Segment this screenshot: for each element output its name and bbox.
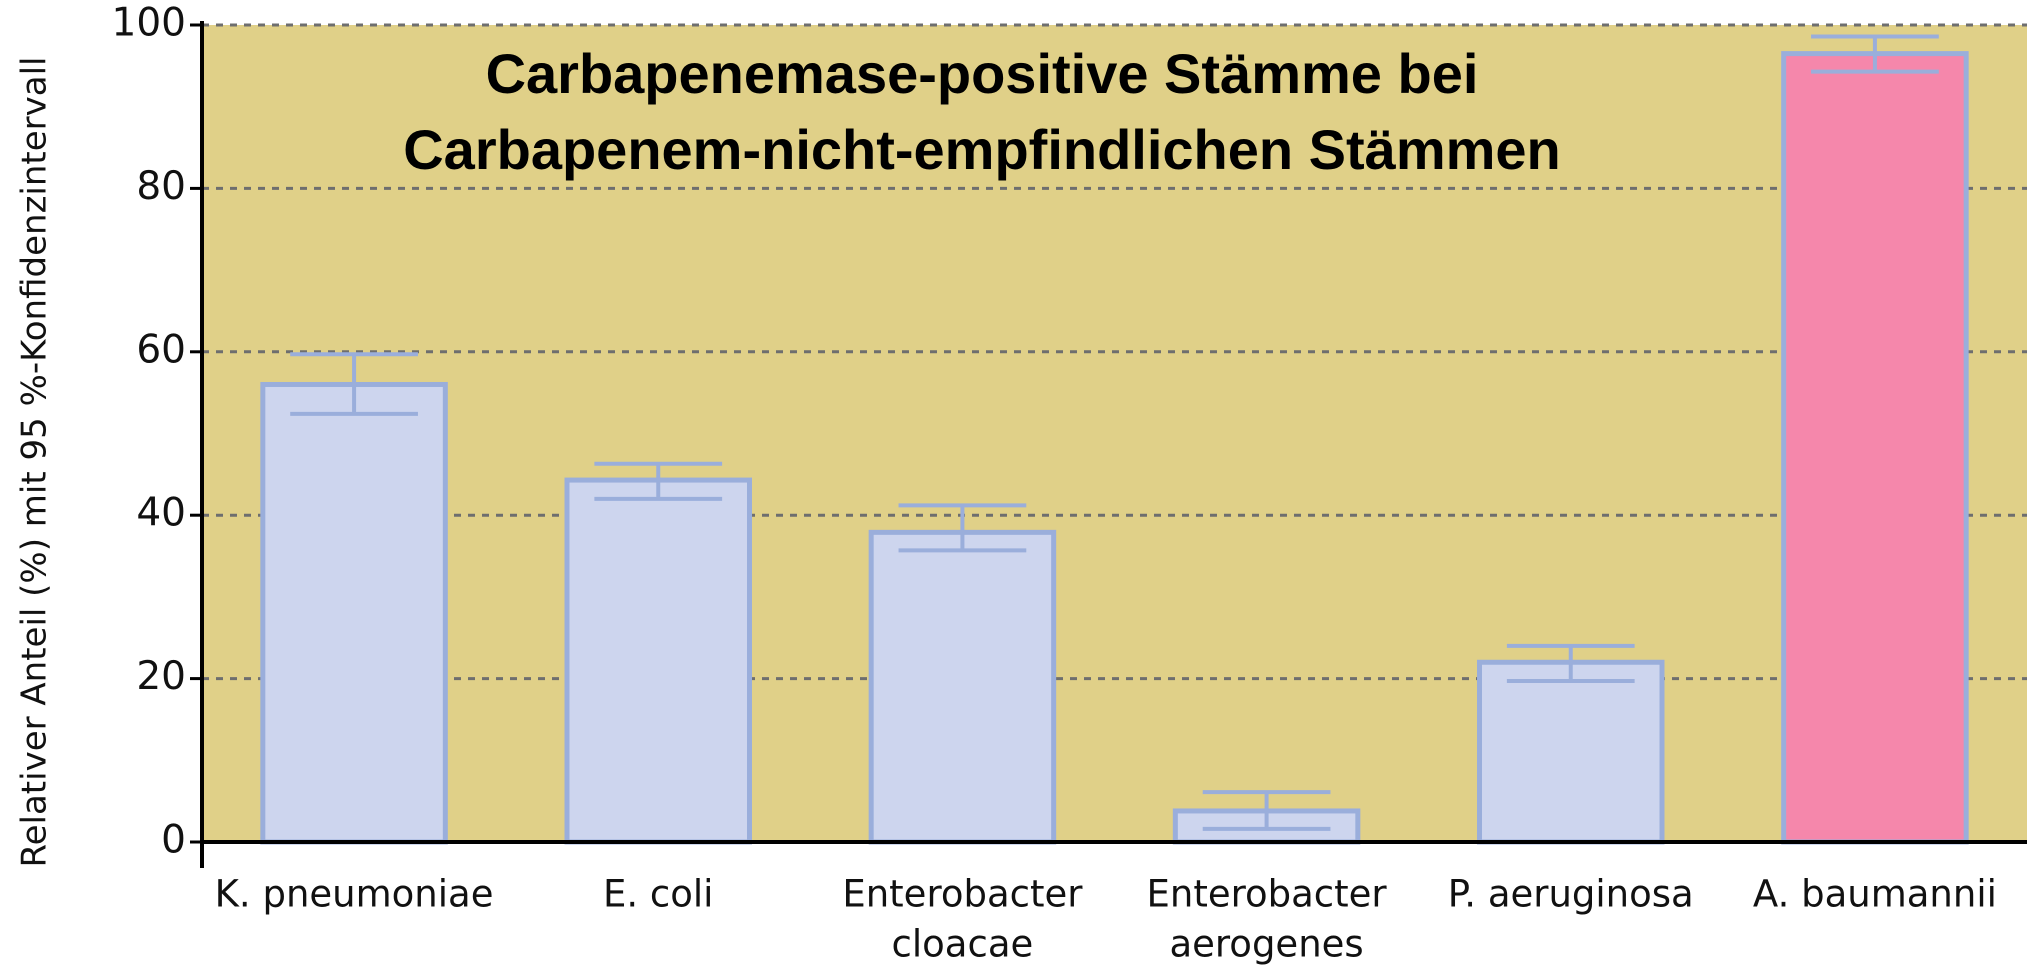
bar [260, 381, 448, 845]
bar [1477, 659, 1665, 845]
y-tick-label: 20 [136, 654, 186, 699]
bar [868, 529, 1057, 845]
bar [1781, 51, 1969, 845]
chart-title: Carbapenemase-positive Stämme bei [486, 42, 1479, 105]
x-tick-label: Enterobacter [1147, 873, 1388, 916]
x-tick-label: cloacae [892, 923, 1034, 966]
y-tick-label: 40 [136, 491, 186, 536]
x-tick-label: E. coli [603, 873, 713, 916]
x-tick-label: P. aeruginosa [1448, 873, 1694, 916]
x-tick-label: K. pneumoniae [215, 873, 494, 916]
y-axis-label: Relativer Anteil (%) mit 95 %-Konfidenzi… [15, 57, 55, 868]
x-tick-label: A. baumannii [1753, 873, 1997, 916]
y-tick-label: 60 [136, 327, 186, 372]
y-tick-label: 0 [161, 818, 186, 863]
y-tick-label: 80 [136, 164, 186, 209]
chart-title: Carbapenem-nicht-empfindlichen Stämmen [403, 118, 1561, 181]
content: 0 20 40 60 80 100 K. pneumoniae E. coli Enteroba… [112, 1, 2027, 966]
plot-area [202, 25, 2027, 842]
bar [564, 477, 752, 845]
x-tick-label: aerogenes [1169, 923, 1363, 966]
x-tick-label: Enterobacter [842, 873, 1083, 916]
y-tick-label: 100 [112, 1, 186, 46]
